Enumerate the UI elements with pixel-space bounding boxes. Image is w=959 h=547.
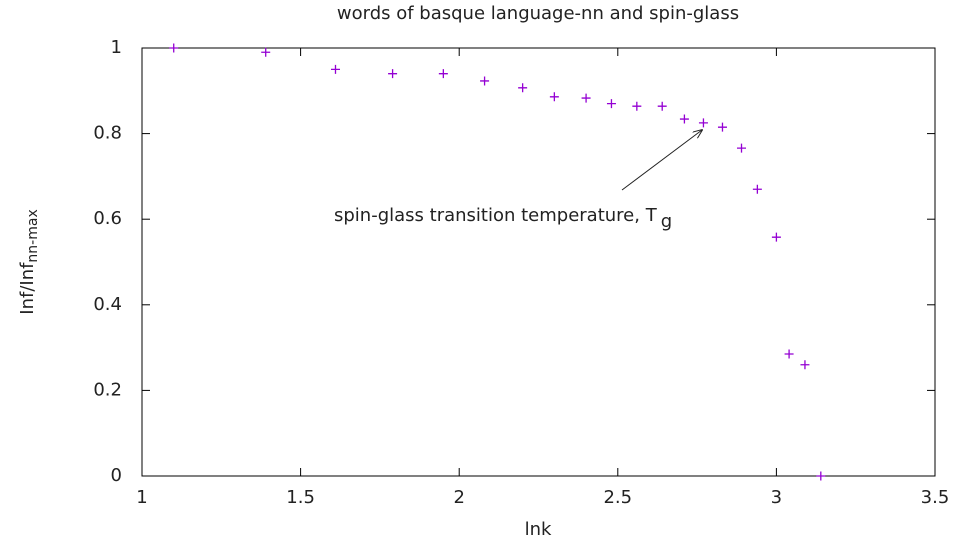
point <box>771 232 781 242</box>
y-tick-label: 0.6 <box>93 208 122 229</box>
y-tick-label: 0 <box>111 465 122 486</box>
point <box>657 101 667 111</box>
point <box>606 99 616 109</box>
point <box>800 360 810 370</box>
plot-border <box>141 47 936 477</box>
x-tick-label: 1 <box>136 487 147 508</box>
point <box>438 69 448 79</box>
y-tick-label: 0.4 <box>93 294 122 315</box>
annotation-text: spin-glass transition temperature, T <box>334 205 658 226</box>
x-tick-label: 2 <box>453 487 464 508</box>
point <box>480 76 490 86</box>
point <box>581 93 591 103</box>
y-axis-label-sub: nn-max <box>25 209 41 262</box>
point <box>737 143 747 153</box>
chart-title: words of basque language-nn and spin-gla… <box>337 3 739 24</box>
annotation-sub: g <box>661 211 672 232</box>
point <box>784 349 794 359</box>
point <box>261 47 271 57</box>
y-tick-label: 0.8 <box>93 123 122 144</box>
x-tick-label: 2.5 <box>603 487 632 508</box>
x-tick-label: 1.5 <box>286 487 315 508</box>
annotation-arrow <box>621 130 702 191</box>
point <box>330 64 340 74</box>
y-tick-label: 0.2 <box>93 379 122 400</box>
point <box>169 43 179 53</box>
point <box>679 114 689 124</box>
y-tick-label: 1 <box>111 37 122 58</box>
y-axis-label: Inf/Infnn-max <box>17 209 41 314</box>
point <box>717 122 727 132</box>
x-tick-label: 3.5 <box>921 487 950 508</box>
point <box>549 92 559 102</box>
point <box>752 184 762 194</box>
point <box>518 83 528 93</box>
point <box>388 69 398 79</box>
x-axis-label: lnk <box>525 519 552 540</box>
point <box>698 118 708 128</box>
y-axis-label-main: Inf/Inf <box>17 262 38 315</box>
point <box>816 471 826 481</box>
x-tick-label: 3 <box>771 487 782 508</box>
point <box>632 101 642 111</box>
